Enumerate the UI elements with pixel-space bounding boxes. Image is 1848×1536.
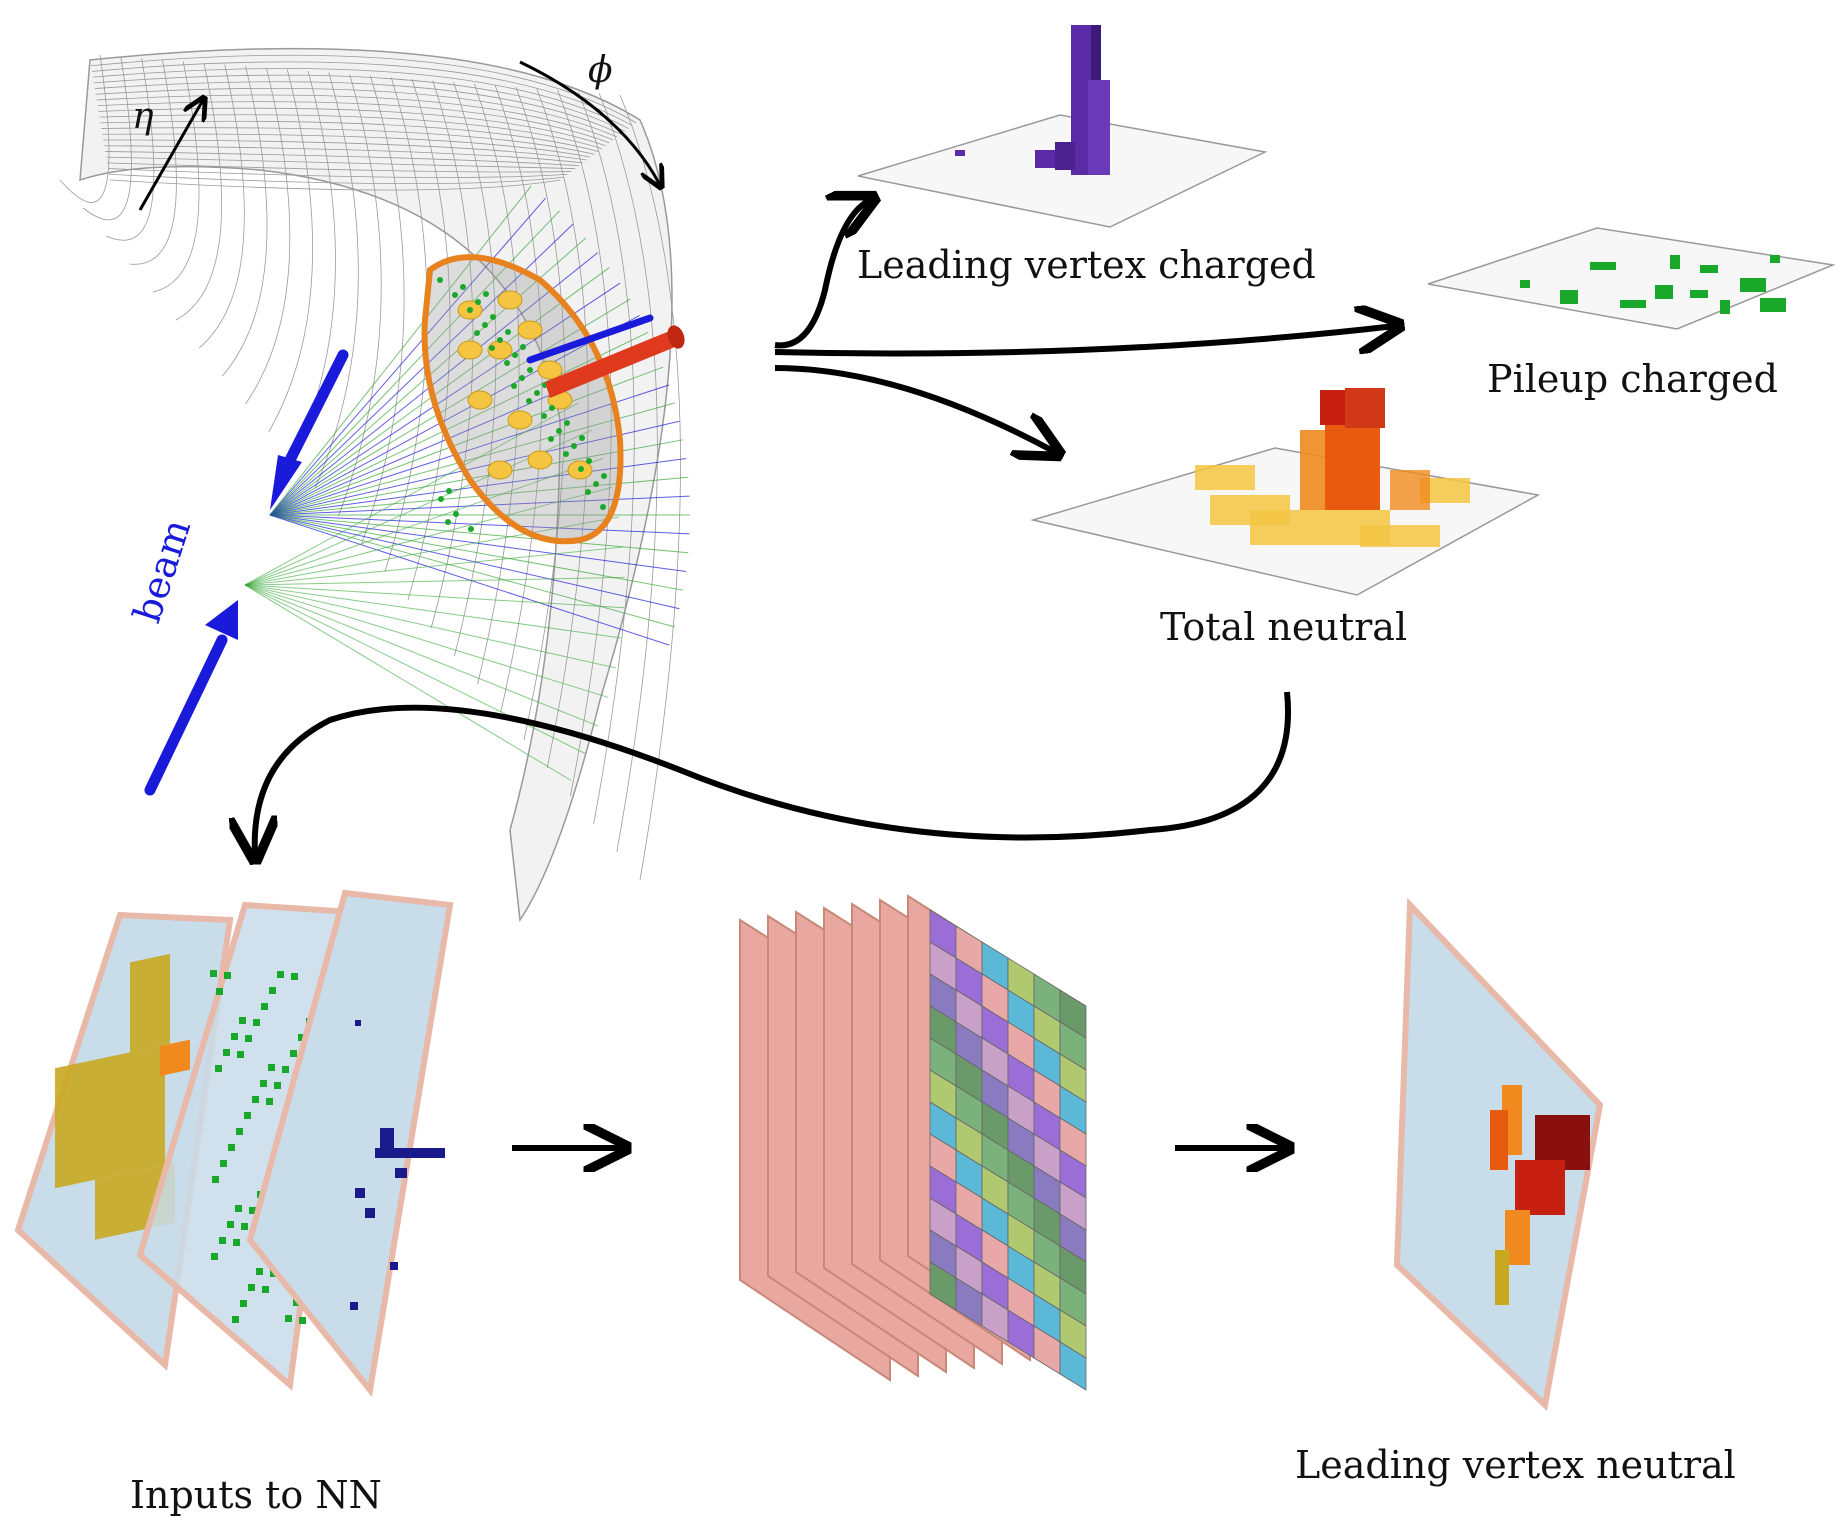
lv-neutral-label: Leading vertex neutral [1295,1443,1736,1487]
inputs-to-nn-label: Inputs to NN [130,1473,382,1517]
beam-arrows-icon [144,349,349,796]
pu-charged-label: Pileup charged [1487,357,1778,401]
lv-charged-label: Leading vertex charged [857,243,1316,287]
inputs-to-nn-planes [14,889,454,1398]
beam-label: beam [125,514,199,628]
pu-charged-histogram [1427,227,1836,330]
return-arrow [255,691,1291,855]
total-neutral-label: Total neutral [1160,605,1407,649]
phi-label: ϕ [588,50,613,91]
total-neutral-histogram [1030,388,1541,596]
phi-arrow [519,60,660,185]
jet-cone-icon [526,314,685,398]
split-arrows [774,200,1395,452]
cnn-layers-icon [739,894,1087,1391]
eta-label: η [132,96,154,137]
lv-charged-histogram [857,25,1268,228]
calorimeter-ellipse [421,254,624,545]
eta-arrow [138,100,203,211]
lv-neutral-output-plane [1393,897,1604,1411]
